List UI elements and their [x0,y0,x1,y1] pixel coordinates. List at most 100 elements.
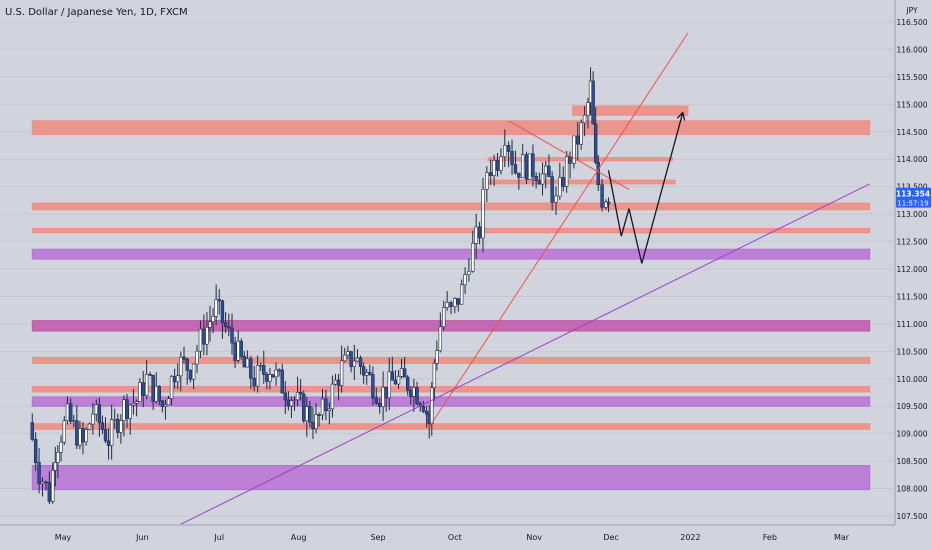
candle-body [163,404,168,407]
candle-body [311,421,315,430]
candle-body [160,400,165,407]
x-tick-label: Oct [448,533,462,542]
candle-body [503,145,507,158]
x-tick-label: Dec [603,533,618,542]
y-tick-label: 114.500 [896,128,927,137]
candle-body [336,379,341,386]
zone-salmon[interactable] [31,423,871,430]
candle-body [249,358,253,379]
candle-body [169,376,174,399]
candle-body [390,371,395,381]
y-tick-label: 109.500 [896,402,927,411]
candle-body [471,243,475,272]
candle-body [302,393,306,422]
projection-path[interactable] [607,112,684,264]
zone-salmon[interactable] [572,105,689,116]
zone-salmon[interactable] [31,356,871,364]
candle-body [320,398,325,416]
y-tick-label: 110.500 [896,347,927,356]
x-tick-label: Aug [291,533,307,542]
candle-body [157,385,161,402]
candle-body [75,420,79,446]
zone-salmon[interactable] [487,157,674,162]
candle-body [415,387,419,405]
candle-body [438,326,443,352]
candle-body [68,403,73,422]
candle-body [37,462,41,484]
zone-magenta[interactable] [31,320,871,332]
axis-unit-label: JPY [905,6,918,15]
candle-body [119,420,123,433]
candle-body [393,379,398,385]
candle-body [349,351,353,367]
candle-body [547,165,551,177]
candle-body [292,399,297,402]
y-tick-label: 112.000 [896,265,927,274]
candle-body [449,302,453,307]
y-tick-label: 111.500 [896,292,927,301]
candle-body [239,340,243,357]
zone-salmon[interactable] [31,385,871,393]
candle-body [606,201,611,205]
trendline-purple[interactable] [180,183,870,525]
candle-body [554,195,558,203]
candle-body [59,441,63,453]
candle-body [154,385,158,402]
candle-body [358,357,363,367]
x-tick-label: Jun [135,533,149,542]
x-tick-label: 2022 [680,533,700,542]
price-badge-value: 113.354 [896,190,930,199]
y-tick-label: 108.500 [896,457,927,466]
candle-body [91,413,95,425]
candle-body [286,399,291,407]
candle-body [138,382,142,402]
candle-body [517,172,521,178]
zone-salmon[interactable] [31,202,871,211]
zone-salmon[interactable] [487,179,676,185]
candle-body [430,387,434,425]
zone-purple[interactable] [31,396,871,407]
candle-body [314,414,318,430]
candle-body [305,406,309,422]
candle-body [327,408,332,412]
candle-body [144,374,149,396]
zone-salmon[interactable] [31,227,871,234]
trendline-red[interactable] [428,32,689,428]
candle-body [268,374,272,382]
candle-body [582,114,587,124]
candle-body [540,173,545,185]
candle-body [103,429,108,442]
trendline-red[interactable] [508,120,630,190]
candle-body [513,164,518,174]
candle-body [280,369,284,394]
candle-body [51,470,55,502]
y-tick-label: 113.500 [896,183,927,192]
candle-body [195,350,199,365]
candle-body [182,356,186,360]
candle-body [62,420,66,443]
price-axis [895,0,932,550]
candle-body [274,369,278,378]
y-tick-label: 108.000 [896,485,927,494]
y-tick-label: 115.000 [896,100,927,109]
candle-body [537,180,542,185]
candle-body [262,365,266,375]
candle-body [151,374,155,402]
candle-body [492,160,496,176]
candle-body [131,403,136,406]
candle-body [343,354,347,362]
zone-salmon[interactable] [31,120,871,136]
candle-body [81,428,85,443]
candle-body [214,299,218,317]
x-tick-label: Nov [526,533,542,542]
candle-body [259,365,263,367]
zone-purple[interactable] [31,465,871,491]
candle-body [230,327,234,344]
price-badge [896,187,931,208]
candle-body [346,351,350,356]
candle-body [506,145,511,152]
zone-purple[interactable] [31,248,871,260]
y-tick-label: 115.500 [896,73,927,82]
candle-body [387,371,391,399]
